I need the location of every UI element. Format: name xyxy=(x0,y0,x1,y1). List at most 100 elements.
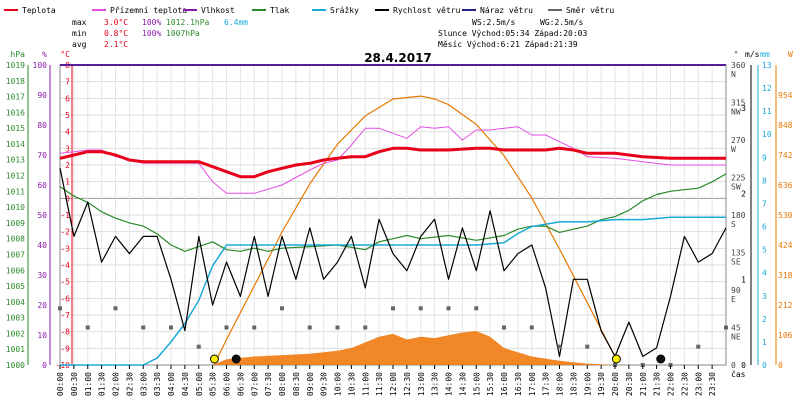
x-tick-label: 11:30 xyxy=(375,372,384,396)
x-tick-label: 16:30 xyxy=(514,372,523,396)
series-wind-direction-point xyxy=(474,306,479,311)
axis-tick-dir: 225 xyxy=(731,174,746,183)
axis-unit-w: W xyxy=(788,50,793,59)
axis-tick-mm: 0 xyxy=(762,361,767,370)
series-wind-direction-point xyxy=(252,325,257,330)
axis-tick-w: 848 xyxy=(778,121,793,130)
x-tick-label: 07:30 xyxy=(264,372,273,396)
axis-tick-dir: 270 xyxy=(731,136,746,145)
axis-tick-degc: 2 xyxy=(65,161,70,170)
axis-tick-hpa: 1008 xyxy=(6,235,25,244)
axis-tick-w: 742 xyxy=(778,151,793,160)
axis-tick-w: 424 xyxy=(778,241,793,250)
series-wind-direction-point xyxy=(169,325,173,330)
axis-tick-degc: -5 xyxy=(60,278,70,287)
moonrise-marker xyxy=(231,354,241,364)
x-tick-label: 17:30 xyxy=(542,372,551,396)
x-tick-label: 01:30 xyxy=(98,372,107,396)
axis-tick-hpa: 1002 xyxy=(6,329,25,338)
axis-tick-degc: 0 xyxy=(65,194,70,203)
x-tick-label: 19:00 xyxy=(583,372,592,396)
series-wind-direction-point xyxy=(335,325,340,330)
axis-tick-dir: 180 xyxy=(731,211,746,220)
stat-min-temp: 0.8°C xyxy=(104,29,128,38)
series-precip xyxy=(60,216,726,366)
x-tick-label: 05:30 xyxy=(209,372,218,396)
x-tick-label: 18:30 xyxy=(569,372,578,396)
x-tick-label: 06:00 xyxy=(223,372,232,396)
x-tick-label: 20:30 xyxy=(625,372,634,396)
x-tick-label: 09:00 xyxy=(306,372,315,396)
axis-tick-hpa: 1006 xyxy=(6,266,25,275)
series-wind-direction-point xyxy=(696,344,701,349)
axis-tick-hpa: 1019 xyxy=(6,61,25,70)
axis-tick-ms: 3 xyxy=(741,104,746,113)
series-wind-direction-point xyxy=(224,325,229,330)
series-wind-direction-point xyxy=(141,325,146,330)
x-tick-label: 08:00 xyxy=(278,372,287,396)
axis-unit-ms: m/s xyxy=(745,50,760,59)
axis-tick-pct: 100 xyxy=(33,61,48,70)
axis-tick-pct: 80 xyxy=(37,121,47,130)
x-tick-label: 04:30 xyxy=(181,372,190,396)
x-tick-label: 21:00 xyxy=(639,372,648,396)
stats-panel: max 3.0°C 100% 1012.1hPa 6.4mm min 0.8°C… xyxy=(72,18,587,49)
axis-tick-mm: 11 xyxy=(762,107,772,116)
axis-tick-mm: 7 xyxy=(762,199,767,208)
stat-min-hum: 100% xyxy=(142,29,161,38)
axis-tick-ms: 0 xyxy=(741,361,746,370)
axis-unit-pct: % xyxy=(42,50,47,59)
plot-area xyxy=(58,64,728,367)
axis-tick-ms: 2 xyxy=(741,190,746,199)
axis-dirname: N xyxy=(731,70,736,79)
x-tick-label: 03:30 xyxy=(153,372,162,396)
x-tick-label: 20:00 xyxy=(611,372,620,396)
series-wind-direction-point xyxy=(363,325,368,330)
axis-dirname: E xyxy=(731,295,736,304)
x-axis-label: čas xyxy=(731,369,746,379)
axis-tick-dir: 90 xyxy=(731,286,741,295)
axis-tick-hpa: 1016 xyxy=(6,108,25,117)
axis-tick-w: 954 xyxy=(778,91,793,100)
axis-tick-w: 318 xyxy=(778,271,793,280)
series-wind-direction-point xyxy=(585,344,590,349)
axis-tick-pct: 10 xyxy=(37,331,47,340)
x-tick-label: 10:00 xyxy=(334,372,343,396)
axis-tick-hpa: 1005 xyxy=(6,282,25,291)
series-pressure xyxy=(59,173,727,252)
axis-tick-degc: 6 xyxy=(65,94,70,103)
axis-tick-pct: 90 xyxy=(37,91,47,100)
axis-tick-hpa: 1017 xyxy=(6,93,25,102)
axis-tick-mm: 6 xyxy=(762,223,767,232)
x-tick-label: 08:30 xyxy=(292,372,301,396)
axis-tick-degc: 1 xyxy=(65,178,70,187)
axis-unit-hpa: hPa xyxy=(11,50,26,59)
series-radiation-area xyxy=(60,331,726,365)
stat-min-press: 1007hPa xyxy=(166,29,200,38)
x-tick-label: 11:00 xyxy=(361,372,370,396)
axis-dirname: SW xyxy=(731,183,741,192)
axis-tick-pct: 50 xyxy=(37,211,47,220)
x-tick-label: 12:30 xyxy=(403,372,412,396)
x-tick-label: 00:00 xyxy=(56,372,65,396)
axis-tick-degc: -9 xyxy=(60,344,70,353)
axis-tick-pct: 30 xyxy=(37,271,47,280)
stat-max-press: 1012.1hPa xyxy=(166,18,210,27)
axis-tick-degc: -7 xyxy=(60,311,70,320)
x-tick-label: 23:00 xyxy=(694,372,703,396)
series-wind-direction-point xyxy=(446,306,451,311)
axis-tick-degc: -2 xyxy=(60,228,70,237)
axis-tick-w: 530 xyxy=(778,211,793,220)
axis-tick-ms: 1 xyxy=(741,275,746,284)
axis-tick-pct: 20 xyxy=(37,301,47,310)
axis-unit-degc: °C xyxy=(60,50,70,59)
series-ground-temp xyxy=(59,126,726,194)
series-temperature xyxy=(59,146,726,179)
series-wind-direction-point xyxy=(280,306,284,311)
stat-max-temp: 3.0°C xyxy=(104,18,128,27)
legend-label-0: Teplota xyxy=(22,6,56,15)
stat-max-label: max xyxy=(72,18,87,27)
series-wind-direction-point xyxy=(557,344,562,349)
axis-tick-dir: 0 xyxy=(731,361,736,370)
axis-tick-pct: 40 xyxy=(37,241,47,250)
